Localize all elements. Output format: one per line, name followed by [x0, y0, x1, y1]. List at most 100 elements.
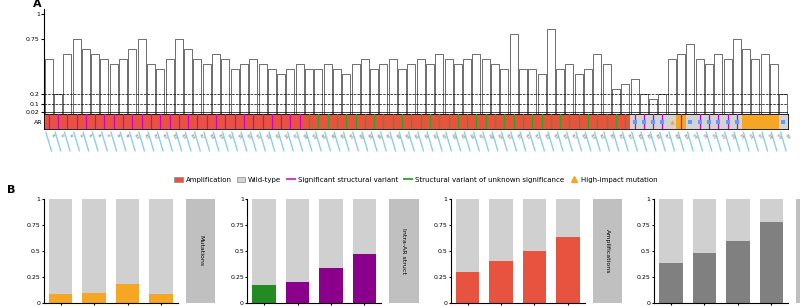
Bar: [584, 69, 592, 114]
Bar: [658, 94, 666, 114]
Text: S23: S23: [254, 134, 261, 141]
Text: S80: S80: [784, 134, 791, 141]
Bar: [221, 114, 230, 129]
Bar: [332, 114, 342, 129]
Bar: [109, 114, 118, 129]
Bar: [389, 59, 397, 114]
Bar: [267, 114, 277, 129]
Bar: [314, 114, 323, 129]
Bar: [253, 199, 276, 303]
Bar: [49, 199, 73, 303]
Text: S47: S47: [478, 134, 484, 141]
Text: S70: S70: [691, 134, 698, 141]
Bar: [770, 114, 778, 129]
Bar: [202, 64, 210, 114]
Bar: [44, 114, 54, 129]
Bar: [183, 114, 193, 129]
Bar: [445, 59, 453, 114]
FancyBboxPatch shape: [796, 199, 800, 303]
Bar: [230, 114, 239, 129]
Bar: [184, 49, 192, 114]
Bar: [268, 69, 276, 114]
Bar: [453, 114, 462, 129]
Bar: [574, 114, 583, 129]
Bar: [155, 114, 165, 129]
Bar: [473, 54, 481, 114]
Bar: [726, 241, 750, 303]
Text: S39: S39: [403, 134, 410, 141]
Bar: [481, 114, 490, 129]
Bar: [555, 114, 565, 129]
Bar: [522, 251, 546, 303]
FancyBboxPatch shape: [593, 199, 622, 303]
Bar: [342, 74, 350, 114]
Text: S27: S27: [291, 134, 298, 141]
Bar: [146, 114, 156, 129]
Bar: [456, 199, 479, 303]
Bar: [212, 54, 220, 114]
Bar: [194, 59, 202, 114]
Text: S22: S22: [245, 134, 251, 141]
Text: S64: S64: [635, 134, 642, 141]
Bar: [128, 114, 137, 129]
Bar: [147, 64, 155, 114]
Bar: [742, 49, 750, 114]
Text: S8: S8: [114, 134, 120, 139]
Text: S28: S28: [301, 134, 307, 141]
Bar: [622, 84, 630, 114]
Bar: [305, 69, 313, 114]
Text: S38: S38: [394, 134, 400, 141]
Bar: [696, 59, 704, 114]
Bar: [286, 114, 295, 129]
Text: S29: S29: [310, 134, 317, 141]
Bar: [556, 69, 564, 114]
Text: S4: S4: [78, 134, 83, 139]
Bar: [565, 114, 574, 129]
Bar: [509, 114, 518, 129]
Bar: [370, 69, 378, 114]
Bar: [602, 114, 611, 129]
Bar: [759, 222, 783, 303]
FancyBboxPatch shape: [390, 199, 418, 303]
Text: S51: S51: [514, 134, 522, 141]
Bar: [574, 74, 582, 114]
Bar: [174, 114, 183, 129]
Bar: [165, 114, 174, 129]
Bar: [211, 114, 221, 129]
Bar: [249, 114, 258, 129]
Bar: [519, 69, 527, 114]
Bar: [472, 114, 481, 129]
Bar: [677, 54, 685, 114]
Bar: [435, 54, 443, 114]
Bar: [128, 49, 136, 114]
Bar: [286, 282, 310, 303]
Text: S53: S53: [533, 134, 540, 141]
Text: S7: S7: [106, 134, 111, 139]
Bar: [388, 114, 398, 129]
Text: S79: S79: [775, 134, 782, 141]
Bar: [250, 59, 258, 114]
Bar: [119, 59, 127, 114]
Text: S18: S18: [208, 134, 214, 141]
Text: S73: S73: [719, 134, 726, 141]
Bar: [649, 114, 658, 129]
Text: S12: S12: [152, 134, 158, 141]
Bar: [370, 114, 379, 129]
Bar: [319, 267, 342, 303]
Text: S35: S35: [366, 134, 373, 141]
Bar: [166, 59, 174, 114]
Text: S16: S16: [189, 134, 196, 141]
Bar: [621, 114, 630, 129]
Bar: [353, 254, 376, 303]
Bar: [491, 64, 499, 114]
Text: S2: S2: [59, 134, 64, 139]
Text: S36: S36: [375, 134, 382, 141]
Bar: [714, 54, 722, 114]
Text: Intra-AR struct: Intra-AR struct: [402, 228, 406, 274]
Text: S14: S14: [170, 134, 177, 141]
Text: S65: S65: [645, 134, 651, 141]
Text: S55: S55: [552, 134, 558, 141]
Bar: [723, 59, 731, 114]
Bar: [522, 199, 546, 303]
Text: S77: S77: [756, 134, 763, 141]
